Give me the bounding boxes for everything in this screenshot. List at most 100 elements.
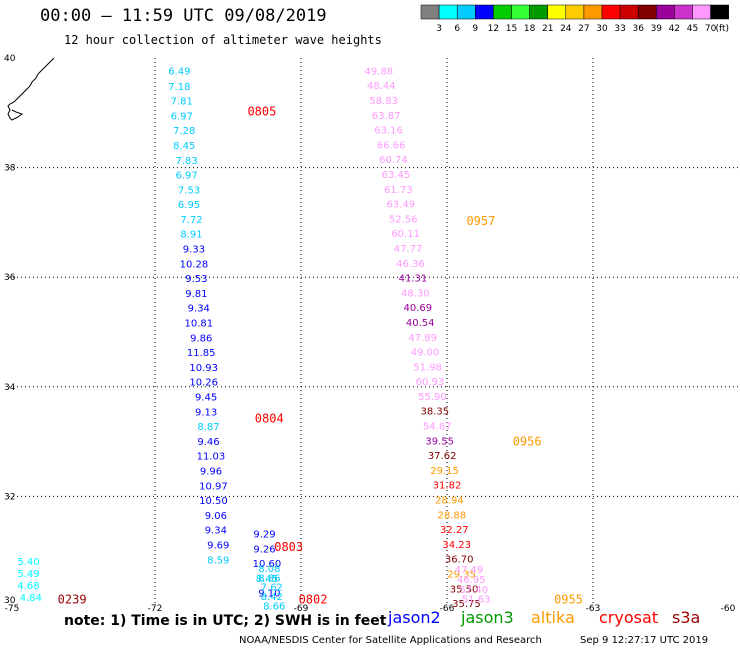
wave-height-value: 9.86 bbox=[190, 333, 212, 344]
wave-height-value: 46.36 bbox=[396, 259, 425, 270]
color-bar-label: 30 bbox=[596, 24, 608, 34]
y-tick-label: 40 bbox=[4, 54, 16, 64]
wave-height-value: 54.87 bbox=[423, 422, 452, 433]
wave-height-value: 7.28 bbox=[173, 126, 195, 137]
color-bar-swatch bbox=[674, 4, 693, 20]
color-bar-swatch bbox=[656, 4, 675, 20]
color-bar-swatch bbox=[529, 4, 548, 20]
wave-height-value: 9.34 bbox=[205, 526, 227, 537]
color-bar-swatch bbox=[637, 4, 657, 20]
wave-height-value: 47.89 bbox=[408, 333, 437, 344]
wave-height-value: 28.94 bbox=[435, 496, 464, 507]
wave-height-value: 51.98 bbox=[413, 362, 442, 373]
wave-height-value: 46.95 bbox=[457, 575, 486, 586]
pass-time-label: 0802 bbox=[299, 592, 328, 606]
grid-lines bbox=[9, 58, 739, 606]
wave-height-value: 9.81 bbox=[185, 289, 207, 300]
wave-height-value: 8.87 bbox=[197, 422, 219, 433]
wave-height-value: 7.53 bbox=[178, 185, 200, 196]
y-tick-label: 32 bbox=[4, 492, 15, 502]
color-bar-label: 24 bbox=[560, 24, 572, 34]
wave-height-value: 47.49 bbox=[455, 565, 484, 576]
color-bar-label: 9 bbox=[472, 24, 478, 34]
y-tick-label: 30 bbox=[4, 596, 16, 606]
x-tick-label: -60 bbox=[721, 604, 736, 614]
wave-height-value: 9.96 bbox=[200, 466, 222, 477]
wave-height-value: 8.66 bbox=[263, 601, 285, 612]
legend-jason2: jason2 bbox=[388, 608, 441, 627]
wave-height-value: 48.44 bbox=[367, 81, 396, 92]
track-values: 5.405.494.684.84 0239 6.49 7.18 7.81 6.97 7.28… bbox=[17, 66, 583, 612]
color-bar-swatch bbox=[710, 4, 729, 20]
color-bar: 3 6 9 12 15 18 21 24 27 30 33 36 39 42 45 70 (ft) bbox=[420, 4, 729, 34]
color-bar-label: 15 bbox=[506, 24, 517, 34]
wave-height-value: 37.62 bbox=[428, 451, 457, 462]
wave-height-value: 52.56 bbox=[389, 214, 418, 225]
color-bar-label: 18 bbox=[524, 24, 536, 34]
color-bar-swatch bbox=[475, 4, 494, 20]
wave-height-value: 6.95 bbox=[178, 200, 200, 211]
color-bar-label: 39 bbox=[651, 24, 663, 34]
wave-height-value: 9.34 bbox=[188, 304, 210, 315]
wave-height-value: 29.15 bbox=[430, 466, 459, 477]
wave-height-value: 9.45 bbox=[195, 393, 217, 404]
wave-height-value: 63.87 bbox=[372, 111, 401, 122]
wave-height-value: 38.35 bbox=[421, 407, 450, 418]
wave-height-value: 4.84 bbox=[20, 593, 42, 604]
wave-height-value: 29.35 bbox=[447, 570, 476, 581]
color-bar-label: 27 bbox=[578, 24, 589, 34]
wave-height-value: 5.49 bbox=[17, 569, 39, 580]
wave-height-value: 40.54 bbox=[406, 318, 435, 329]
units-note: note: 1) Time is in UTC; 2) SWH is in fe… bbox=[64, 613, 387, 629]
color-bar-swatch bbox=[547, 4, 567, 20]
color-bar-label: 21 bbox=[542, 24, 553, 34]
wave-height-value: 4.68 bbox=[17, 581, 39, 592]
wave-height-value: 9.29 bbox=[253, 530, 275, 541]
chart-subtitle: 12 hour collection of altimeter wave hei… bbox=[64, 33, 382, 47]
wave-height-value: 39.55 bbox=[425, 436, 454, 447]
wave-height-value: 9.06 bbox=[205, 511, 227, 522]
x-tick-label: -72 bbox=[148, 604, 163, 614]
wave-height-value: 32.27 bbox=[440, 525, 469, 536]
wave-height-value: 10.28 bbox=[180, 259, 209, 270]
wave-height-value: 60.74 bbox=[379, 155, 408, 166]
color-bar-swatch bbox=[601, 4, 621, 20]
x-tick-label: -69 bbox=[294, 604, 309, 614]
wave-height-value: 63.49 bbox=[386, 200, 415, 211]
color-bar-label: 12 bbox=[488, 24, 499, 34]
color-bar-swatch bbox=[511, 4, 530, 20]
wave-height-value: 10.97 bbox=[199, 481, 228, 492]
wave-height-value: 35.75 bbox=[452, 599, 481, 610]
wave-height-value: 34.23 bbox=[442, 540, 471, 551]
wave-height-value: 31.82 bbox=[433, 481, 462, 492]
wave-height-value: 49.88 bbox=[365, 66, 394, 77]
color-bar-swatch bbox=[583, 4, 603, 20]
wave-height-value: 6.97 bbox=[176, 171, 198, 182]
legend-cryosat: cryosat bbox=[599, 608, 659, 627]
wave-height-value: 49.00 bbox=[411, 348, 440, 359]
x-tick-label: -66 bbox=[440, 604, 455, 614]
color-bar-swatch bbox=[619, 4, 639, 20]
wave-height-value: 35.50 bbox=[450, 584, 479, 595]
legend-jason3: jason3 bbox=[461, 608, 514, 627]
legend-altika: altika bbox=[531, 608, 575, 627]
pass-time-label: 0804 bbox=[255, 411, 284, 425]
wave-height-value: 57.40 bbox=[459, 585, 488, 596]
wave-height-value: 60.11 bbox=[391, 229, 420, 240]
wave-height-value: 63.45 bbox=[382, 170, 411, 181]
wave-height-value: 7.83 bbox=[176, 156, 198, 167]
wave-height-value: 11.03 bbox=[197, 452, 226, 463]
wave-height-value: 36.70 bbox=[445, 555, 474, 566]
color-bar-swatch bbox=[692, 4, 711, 20]
pass-time-label: 0803 bbox=[274, 540, 303, 554]
color-bar-label: 42 bbox=[669, 24, 680, 34]
wave-height-value: 10.50 bbox=[199, 496, 228, 507]
wave-height-value: 61.73 bbox=[384, 185, 413, 196]
x-tick-label: -75 bbox=[5, 604, 20, 614]
wave-height-value: 9.13 bbox=[195, 407, 217, 418]
color-bar-label: 33 bbox=[614, 24, 625, 34]
wave-height-value: 51.63 bbox=[462, 595, 491, 606]
wave-height-value: 9.69 bbox=[207, 540, 229, 551]
